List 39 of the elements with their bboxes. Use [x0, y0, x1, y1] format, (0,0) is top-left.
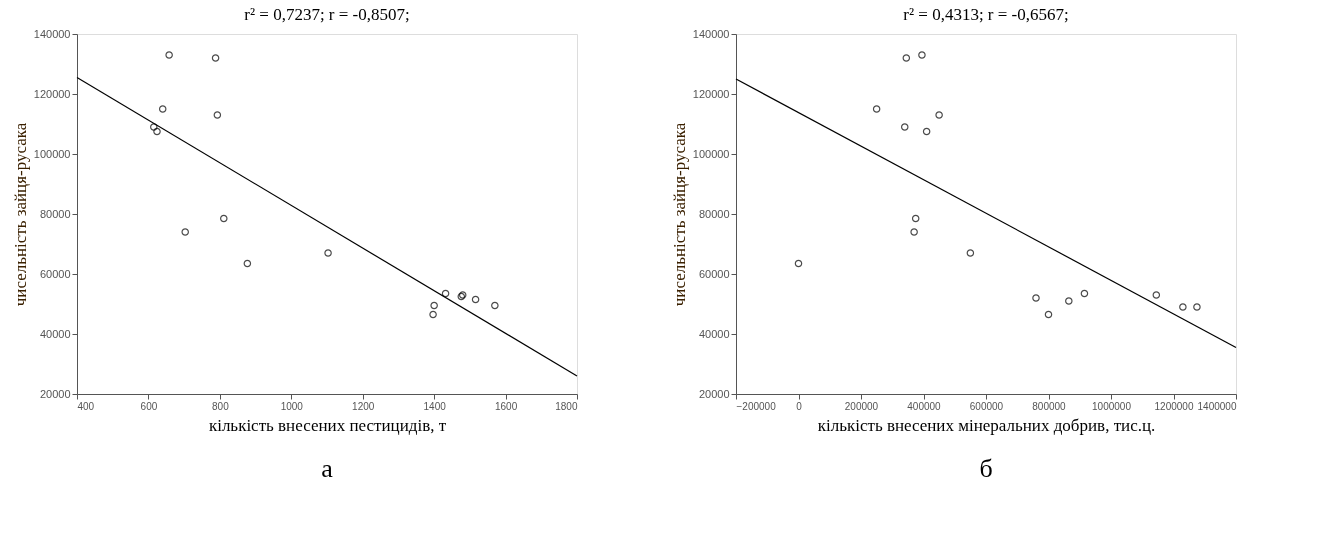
chart-title: r² = 0,4313; r = -0,6567;: [903, 5, 1069, 24]
y-tick-label: 20000: [698, 387, 730, 400]
x-tick-label: 200000: [844, 400, 879, 412]
x-tick-label: 1000000: [1092, 400, 1132, 412]
x-axis-title: кількість внесених пестицидів, т: [208, 415, 447, 435]
y-tick-label: 40000: [698, 327, 730, 340]
y-tick-label: 60000: [39, 267, 71, 280]
x-tick-label: 800: [212, 400, 230, 412]
x-tick-label: 400: [77, 400, 95, 412]
y-tick-label: 100000: [692, 147, 730, 160]
x-tick-label: 600: [140, 400, 158, 412]
y-tick-label: 80000: [39, 207, 71, 220]
y-tick-label: 60000: [698, 267, 730, 280]
y-axis-title: чисельність зайця-русака: [669, 122, 689, 307]
x-tick-label: 1400: [423, 400, 447, 412]
x-tick-label: 1000: [280, 400, 304, 412]
x-tick-label: 0: [796, 400, 803, 412]
x-tick-label: 1200000: [1154, 400, 1194, 412]
x-tick-label: 800000: [1032, 400, 1067, 412]
y-tick-label: 40000: [39, 327, 71, 340]
text: а: [321, 454, 334, 483]
x-tick-label: 1200: [352, 400, 375, 412]
x-tick-label: 1400000: [1197, 400, 1237, 412]
y-tick-label: 140000: [33, 27, 71, 40]
x-axis-title: кількість внесених мінеральних добрив, тис.ц.: [817, 415, 1156, 435]
x-tick-label: 1600: [494, 400, 518, 412]
x-tick-label: −200000: [736, 400, 777, 412]
y-tick-label: 140000: [692, 27, 730, 40]
x-tick-label: 400000: [907, 400, 942, 412]
y-tick-label: 100000: [33, 147, 71, 160]
y-tick-label: 80000: [698, 207, 730, 220]
y-tick-label: 120000: [692, 87, 730, 100]
text: б: [979, 454, 993, 483]
x-tick-label: 1800: [555, 400, 578, 412]
y-tick-label: 120000: [33, 87, 71, 100]
y-tick-label: 20000: [39, 387, 71, 400]
chart-title: r² = 0,7237; r = -0,8507;: [244, 5, 410, 24]
x-tick-label: 600000: [969, 400, 1004, 412]
y-axis-title: чисельність зайця-русака: [10, 122, 30, 307]
